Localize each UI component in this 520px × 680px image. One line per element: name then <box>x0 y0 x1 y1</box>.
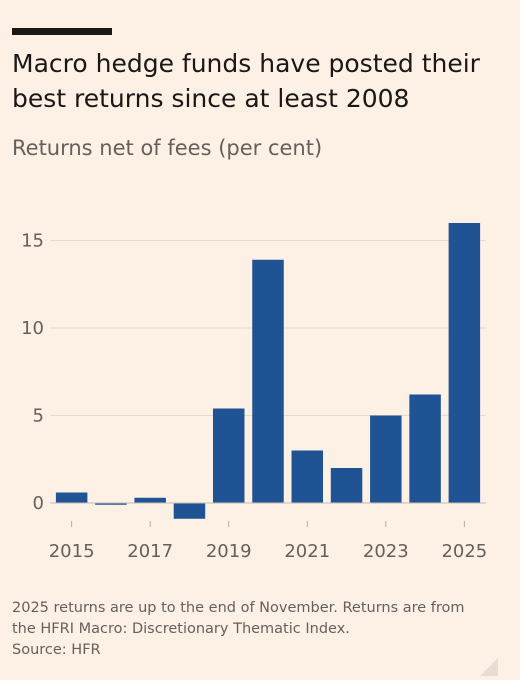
bar-2018 <box>173 503 206 519</box>
footnote-line-2: the HFRI Macro: Discretionary Thematic I… <box>12 621 350 637</box>
y-tick-label-0: 0 <box>33 493 44 514</box>
y-tick-label-15: 15 <box>21 231 44 252</box>
x-tick-label-2019: 2019 <box>206 541 252 562</box>
bar-2020 <box>252 259 284 503</box>
bar-2015 <box>55 492 88 503</box>
bar-2023 <box>370 415 402 503</box>
chart-title: Macro hedge funds have posted their best… <box>12 46 502 116</box>
bar-2022 <box>330 468 363 503</box>
y-tick-label-5: 5 <box>33 406 44 427</box>
bar-2017 <box>134 497 166 503</box>
x-tick-label-2023: 2023 <box>363 541 409 562</box>
bar-2024 <box>409 394 441 503</box>
y-tick-label-10: 10 <box>21 318 44 339</box>
chart-subtitle: Returns net of fees (per cent) <box>12 136 323 160</box>
chart-title-line-2: best returns since at least 2008 <box>12 84 410 113</box>
ft-top-rule <box>12 28 112 35</box>
chart-title-line-1: Macro hedge funds have posted their <box>12 49 480 78</box>
source-label: Source: HFR <box>12 642 101 658</box>
bar-2025 <box>448 223 481 503</box>
chart-footnote: 2025 returns are up to the end of Novemb… <box>12 598 512 661</box>
x-tick-label-2025: 2025 <box>441 541 487 562</box>
footnote-line-1: 2025 returns are up to the end of Novemb… <box>12 600 465 616</box>
bar-2016 <box>95 503 127 505</box>
resize-corner-icon <box>480 658 498 676</box>
x-tick-label-2017: 2017 <box>127 541 173 562</box>
bar-2019 <box>212 408 245 503</box>
x-tick-label-2015: 2015 <box>49 541 95 562</box>
bar-chart: 0 5 10 15 2015 2017 2019 2021 2023 2025 <box>21 223 487 562</box>
x-tick-label-2021: 2021 <box>284 541 330 562</box>
bar-2021 <box>291 450 324 503</box>
